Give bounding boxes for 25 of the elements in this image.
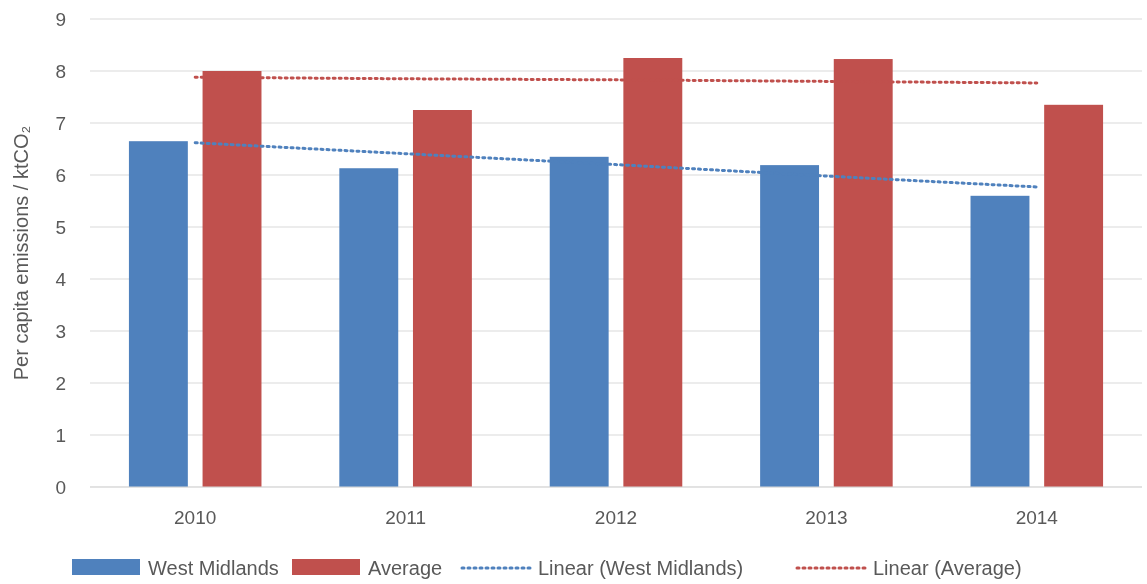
y-tick-label: 9 [55,8,66,30]
y-tick-label: 4 [55,268,67,290]
y-tick-label: 6 [55,164,66,186]
y-tick-label: 3 [55,320,66,342]
bar [128,141,188,487]
y-tick-label: 8 [55,60,66,82]
y-tick-label: 0 [55,476,66,498]
y-tick-label: 7 [55,112,66,134]
bar [339,168,399,487]
y-axis-title: Per capita emissions / ktCO₂ [10,125,32,381]
y-tick-label: 5 [55,216,66,238]
legend-label: West Midlands [148,557,279,579]
bar [412,110,472,487]
legend-label: Linear (West Midlands) [538,557,744,579]
x-tick-label: 2011 [385,507,427,528]
legend-label: Average [368,557,443,579]
bar [1044,104,1104,487]
y-tick-label: 1 [55,424,66,446]
x-tick-label: 2014 [1015,507,1059,528]
legend-label: Linear (Average) [873,557,1022,579]
bar [970,195,1030,487]
y-tick-label: 2 [55,372,66,394]
x-tick-label: 2012 [594,507,638,528]
x-tick-label: 2010 [174,507,217,528]
x-tick-label: 2013 [805,507,848,528]
